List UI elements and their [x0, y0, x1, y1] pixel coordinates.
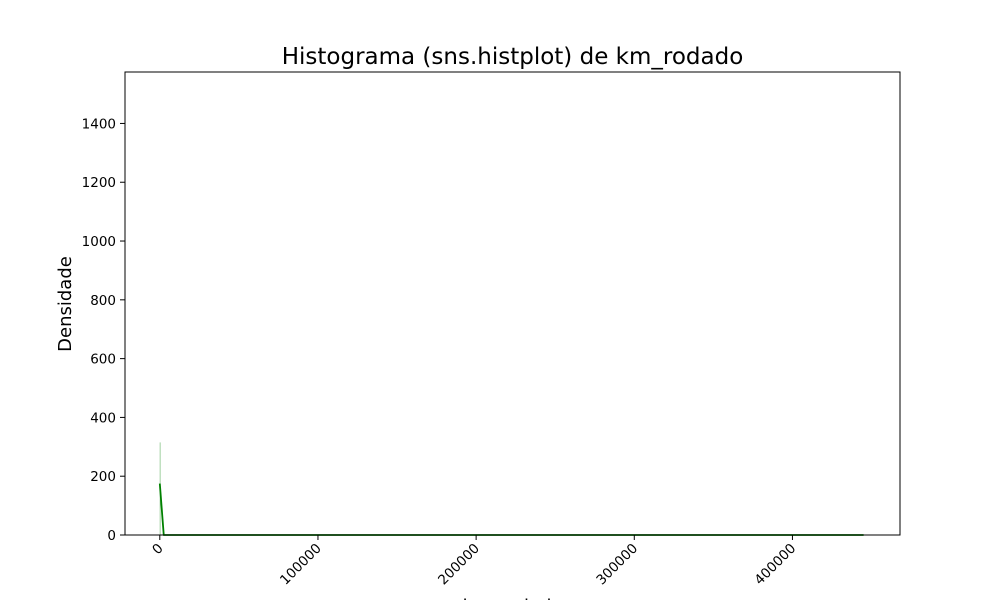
y-tick-label: 600	[90, 352, 116, 368]
y-tick-label: 400	[90, 410, 116, 426]
y-tick-label: 1200	[82, 175, 116, 191]
x-axis-label: km_rodado	[463, 596, 563, 600]
axes-frame	[124, 71, 901, 536]
y-tick-label: 0	[107, 528, 116, 544]
y-tick-label: 1400	[82, 116, 116, 132]
y-tick-label: 1000	[82, 234, 116, 250]
y-tick-label: 200	[90, 469, 116, 485]
chart-title: Histograma (sns.histplot) de km_rodado	[282, 44, 744, 70]
y-axis-label: Densidade	[55, 256, 76, 352]
y-tick-label: 800	[90, 293, 116, 309]
